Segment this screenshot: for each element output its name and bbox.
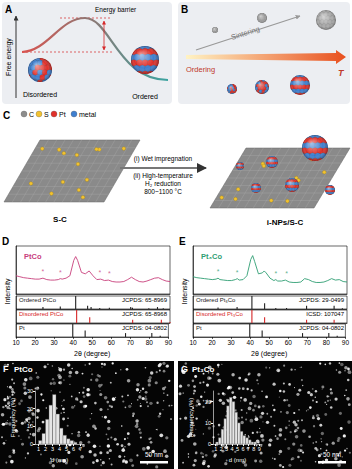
svg-text:0: 0	[30, 441, 33, 447]
svg-text:30: 30	[27, 388, 33, 394]
svg-text:4: 4	[58, 446, 61, 452]
svg-text:1: 1	[214, 446, 217, 452]
svg-text:Pt: Pt	[196, 325, 202, 331]
svg-text:S-C: S-C	[53, 215, 67, 224]
svg-text:50 nm: 50 nm	[323, 451, 341, 458]
svg-text:3: 3	[51, 446, 54, 452]
svg-text:*: *	[98, 269, 101, 276]
svg-text:2: 2	[44, 446, 47, 452]
svg-text:PtCo: PtCo	[14, 365, 33, 374]
svg-text:Disordered: Disordered	[23, 91, 57, 98]
svg-text:Frequency (%): Frequency (%)	[188, 398, 194, 437]
svg-text:20: 20	[27, 406, 33, 412]
svg-text:20: 20	[208, 339, 216, 346]
svg-text:20: 20	[31, 339, 39, 346]
svg-text:6: 6	[241, 446, 244, 452]
svg-text:3: 3	[225, 446, 228, 452]
svg-text:JCPDS: 29-0499: JCPDS: 29-0499	[299, 297, 345, 303]
svg-text:E: E	[179, 236, 186, 247]
svg-text:JCPDS: 65-8968: JCPDS: 65-8968	[122, 311, 168, 317]
svg-text:Frequency (%): Frequency (%)	[10, 398, 16, 437]
svg-text:5: 5	[236, 446, 239, 452]
svg-text:Ordered PtCo: Ordered PtCo	[19, 297, 57, 303]
svg-text:Pt: Pt	[59, 111, 66, 118]
svg-text:d (nm): d (nm)	[229, 457, 246, 463]
svg-text:50: 50	[89, 339, 97, 346]
svg-text:A: A	[5, 4, 12, 15]
svg-text:50 nm: 50 nm	[145, 451, 163, 458]
svg-text:*: *	[274, 270, 277, 277]
svg-text:90: 90	[165, 339, 173, 346]
svg-text:Sintering: Sintering	[230, 24, 261, 42]
svg-text:C: C	[3, 110, 10, 121]
svg-text:30: 30	[50, 339, 58, 346]
svg-text:40: 40	[247, 339, 255, 346]
svg-text:*: *	[217, 268, 220, 275]
svg-text:C: C	[29, 111, 34, 118]
svg-text:20: 20	[205, 399, 211, 405]
svg-text:Intensity: Intensity	[4, 278, 12, 305]
svg-text:d (nm): d (nm)	[51, 457, 68, 463]
svg-text:Free energy: Free energy	[5, 38, 13, 76]
svg-text:7: 7	[247, 446, 250, 452]
svg-text:5: 5	[65, 446, 68, 452]
svg-text:Pt: Pt	[19, 325, 25, 331]
svg-text:70: 70	[127, 339, 135, 346]
svg-text:10: 10	[189, 339, 197, 346]
svg-text:10: 10	[27, 423, 33, 429]
svg-text:2: 2	[220, 446, 223, 452]
svg-text:*: *	[59, 269, 62, 276]
svg-text:PtCo: PtCo	[24, 252, 42, 261]
svg-text:Ordered Pt₃Co: Ordered Pt₃Co	[196, 297, 236, 303]
svg-text:Intensity: Intensity	[181, 278, 189, 305]
svg-text:2θ (degree): 2θ (degree)	[74, 350, 110, 358]
svg-text:2θ (degree): 2θ (degree)	[251, 350, 287, 358]
svg-text:JCPDS: 65-8969: JCPDS: 65-8969	[122, 297, 168, 303]
svg-text:H₂ reduction: H₂ reduction	[145, 180, 181, 187]
svg-text:*: *	[42, 268, 45, 275]
svg-text:*: *	[108, 270, 111, 277]
svg-text:F: F	[3, 364, 9, 374]
svg-text:8: 8	[252, 446, 255, 452]
svg-text:800~1100 °C: 800~1100 °C	[144, 188, 182, 195]
svg-text:JCPDS: 04-0802: JCPDS: 04-0802	[299, 325, 345, 331]
svg-text:7: 7	[79, 446, 82, 452]
svg-text:Pt₃Co: Pt₃Co	[192, 365, 214, 374]
svg-text:S: S	[44, 111, 49, 118]
svg-text:80: 80	[146, 339, 154, 346]
svg-text:6: 6	[72, 446, 75, 452]
svg-text:*: *	[236, 269, 239, 276]
svg-text:30: 30	[227, 339, 235, 346]
svg-text:0: 0	[208, 441, 211, 447]
svg-text:60: 60	[108, 339, 116, 346]
svg-text:ICSD: 107047: ICSD: 107047	[306, 311, 344, 317]
svg-text:Ordering: Ordering	[186, 65, 215, 74]
svg-text:metal: metal	[79, 111, 97, 118]
svg-text:9: 9	[258, 446, 261, 452]
svg-text:T: T	[338, 68, 345, 78]
svg-text:80: 80	[323, 339, 331, 346]
svg-text:Ordered: Ordered	[132, 93, 158, 100]
svg-text:(ii) High-temperature: (ii) High-temperature	[133, 172, 193, 180]
svg-text:Energy barrier: Energy barrier	[95, 6, 137, 14]
svg-text:Disordered Pt₃Co: Disordered Pt₃Co	[196, 311, 243, 317]
svg-text:10: 10	[205, 420, 211, 426]
svg-text:70: 70	[304, 339, 312, 346]
svg-text:60: 60	[285, 339, 293, 346]
svg-text:i-NPs/S-C: i-NPs/S-C	[267, 218, 304, 227]
svg-text:B: B	[181, 4, 188, 15]
svg-text:10: 10	[12, 339, 20, 346]
svg-text:D: D	[2, 236, 9, 247]
svg-text:1: 1	[37, 446, 40, 452]
svg-text:50: 50	[266, 339, 274, 346]
svg-text:(i) Wet impregnation: (i) Wet impregnation	[134, 155, 193, 163]
svg-text:40: 40	[70, 339, 78, 346]
svg-text:4: 4	[231, 446, 234, 452]
svg-text:Disordered PtCo: Disordered PtCo	[19, 311, 64, 317]
svg-text:90: 90	[342, 339, 350, 346]
svg-text:*: *	[285, 270, 288, 277]
svg-text:Pt₃Co: Pt₃Co	[201, 252, 222, 261]
svg-text:JCPDS: 04-0802: JCPDS: 04-0802	[122, 325, 168, 331]
svg-text:G: G	[181, 364, 188, 374]
